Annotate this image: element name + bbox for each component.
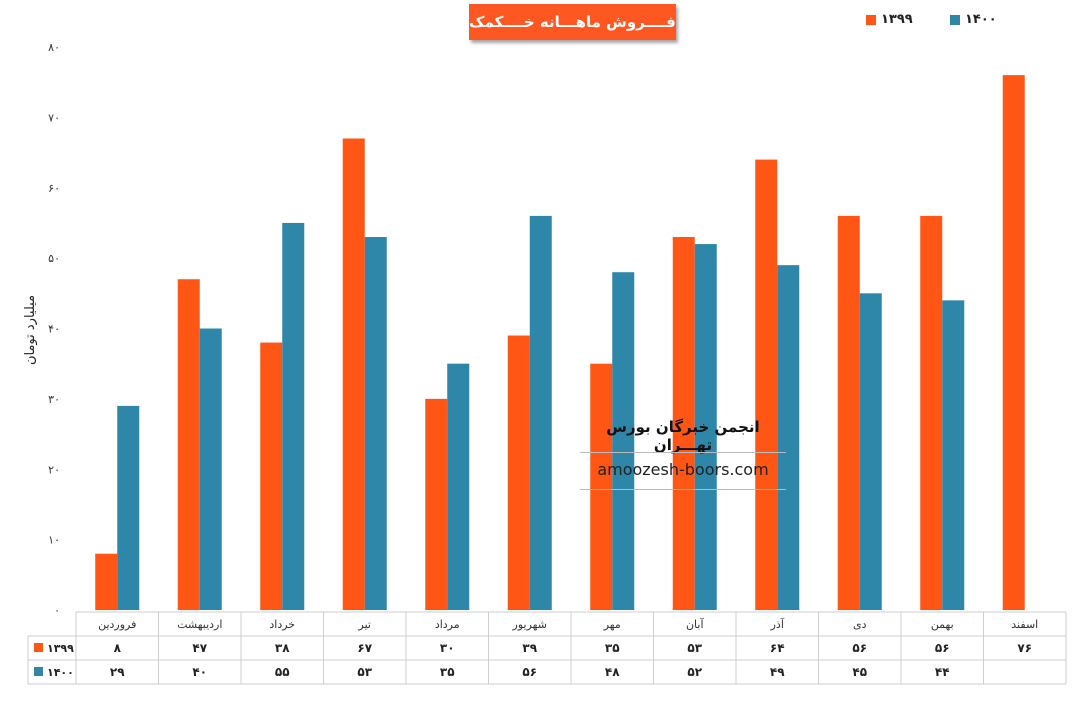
data-label: ۳۵ (440, 665, 455, 679)
bar (425, 398, 448, 610)
bar (364, 237, 387, 610)
data-label: ۴۰ (192, 665, 207, 679)
bar (755, 159, 778, 610)
x-tick-label: تیر (358, 618, 371, 631)
data-label: ۵۲ (687, 665, 702, 679)
table-series-name: ۱۳۹۹ (47, 642, 74, 655)
x-tick-label: خرداد (269, 618, 295, 631)
data-label: ۴۹ (770, 665, 785, 679)
chart-title: فــــروش ماهـــانه خــــکمک (469, 4, 676, 40)
data-label: ۳۰ (440, 641, 455, 655)
x-tick-label: مرداد (435, 618, 460, 631)
chart-title-text: فــــروش ماهـــانه خــــکمک (469, 13, 676, 31)
data-label: ۳۹ (522, 641, 537, 655)
data-label: ۲۹ (110, 665, 125, 679)
x-tick-label: دی (853, 618, 867, 631)
x-tick-label: مهر (603, 618, 621, 631)
data-label: ۵۳ (357, 665, 372, 679)
x-tick-label: فروردین (98, 618, 136, 631)
x-tick-label: اردیبهشت (177, 618, 222, 631)
bar (859, 293, 882, 610)
bar (282, 222, 305, 610)
x-tick-label: آبان (686, 617, 704, 631)
bar (612, 272, 635, 610)
bar (672, 237, 695, 610)
watermark-url: amoozesh-boors.com (580, 452, 786, 490)
bar (942, 300, 965, 610)
bar (95, 553, 118, 610)
watermark-title: انجمن خبرگان بورس تهـــران (606, 418, 760, 454)
legend-label-1400: ۱۴۰۰ (965, 12, 997, 27)
bar (590, 363, 613, 610)
bar (694, 244, 717, 611)
bar (920, 215, 943, 610)
legend-swatch-1400 (950, 14, 960, 25)
x-tick-label: آذر (770, 617, 785, 631)
data-label: ۵۶ (852, 641, 867, 655)
x-tick-label: بهمن (931, 618, 954, 631)
x-tick-label: اسفند (1011, 618, 1038, 631)
bar (342, 138, 365, 611)
bar (507, 335, 530, 610)
table-legend-swatch (34, 667, 43, 676)
data-label: ۵۶ (522, 665, 537, 679)
data-label: ۴۸ (605, 665, 620, 679)
y-tick-label: ۰ (54, 604, 60, 617)
x-tick-label: شهریور (512, 618, 547, 631)
y-tick-label: ۴۰ (48, 323, 60, 336)
data-label: ۴۵ (852, 665, 867, 679)
y-tick-label: ۳۰ (48, 393, 60, 406)
y-tick-label: ۵۰ (48, 252, 60, 265)
data-label: ۳۵ (605, 641, 620, 655)
legend-label-1399: ۱۳۹۹ (881, 12, 913, 27)
table-legend-swatch (34, 643, 43, 652)
data-label: ۳۸ (275, 641, 290, 655)
data-label: ۸ (114, 641, 122, 655)
bar (260, 342, 283, 610)
bar (777, 265, 800, 610)
data-label: ۶۴ (770, 641, 785, 655)
y-tick-label: ۲۰ (48, 463, 60, 476)
legend-item-1399: ۱۳۹۹ (866, 12, 913, 27)
y-tick-label: ۶۰ (48, 182, 60, 195)
bar (117, 405, 140, 610)
data-label: ۶۷ (357, 641, 372, 655)
bar (199, 328, 222, 610)
bar (837, 215, 860, 610)
legend-swatch-1399 (866, 14, 876, 25)
data-label: ۴۴ (935, 665, 950, 679)
legend: ۱۳۹۹ ۱۴۰۰ (866, 12, 1016, 30)
data-label: ۷۶ (1017, 641, 1032, 655)
bar (177, 279, 200, 610)
data-label: ۴۷ (192, 641, 207, 655)
data-label: ۵۶ (935, 641, 950, 655)
table-series-name: ۱۴۰۰ (47, 666, 74, 679)
bar (529, 215, 552, 610)
y-tick-label: ۷۰ (48, 111, 60, 124)
data-label: ۵۵ (275, 665, 290, 679)
bar (1002, 75, 1025, 610)
bar (447, 363, 470, 610)
y-tick-label: ۸۰ (48, 41, 60, 54)
legend-item-1400: ۱۴۰۰ (950, 12, 997, 27)
y-tick-label: ۱۰ (48, 534, 60, 547)
data-label: ۵۳ (687, 641, 702, 655)
